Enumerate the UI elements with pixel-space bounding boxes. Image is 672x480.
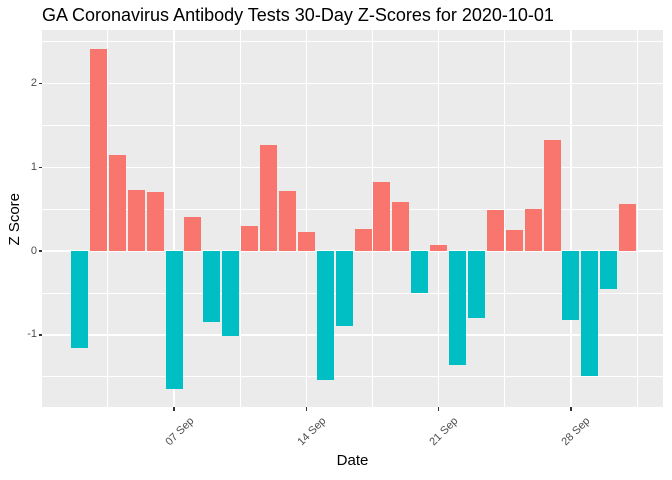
minor-gridline-v bbox=[371, 30, 373, 407]
bar-2020-09-03 bbox=[89, 49, 107, 252]
bar-2020-09-28 bbox=[562, 251, 580, 320]
y-tick-label: 2 bbox=[30, 77, 37, 90]
x-tick-label-21-sep: 21 Sep bbox=[427, 415, 461, 449]
bar-2020-09-30 bbox=[600, 251, 618, 289]
bar-2020-09-15 bbox=[316, 251, 334, 381]
y-tick-mark bbox=[38, 334, 42, 336]
x-tick-mark bbox=[570, 407, 572, 411]
minor-gridline-v bbox=[239, 30, 241, 407]
major-gridline-h bbox=[42, 166, 663, 169]
major-gridline-v bbox=[437, 30, 440, 407]
x-tick-label-28-sep: 28 Sep bbox=[559, 415, 593, 449]
minor-gridline-v bbox=[504, 30, 506, 407]
major-gridline-v bbox=[305, 30, 308, 407]
x-tick-mark bbox=[173, 407, 175, 411]
bar-2020-09-02 bbox=[71, 251, 88, 348]
major-gridline-h bbox=[42, 334, 663, 336]
major-gridline-v bbox=[570, 30, 572, 407]
bar-2020-09-27 bbox=[543, 139, 561, 252]
x-axis-label: Date bbox=[336, 452, 369, 469]
bar-2020-09-12 bbox=[260, 144, 277, 252]
minor-gridline-v bbox=[636, 30, 638, 407]
bar-2020-09-25 bbox=[505, 230, 523, 252]
bar-2020-09-20 bbox=[411, 251, 429, 294]
bar-2020-09-10 bbox=[222, 251, 240, 336]
major-gridline-v bbox=[173, 30, 175, 407]
y-tick-mark bbox=[38, 250, 42, 252]
bar-2020-10-01 bbox=[619, 204, 637, 252]
y-tick-label: 0 bbox=[30, 244, 37, 257]
bar-2020-09-09 bbox=[203, 251, 221, 323]
bar-2020-09-17 bbox=[354, 229, 372, 252]
minor-gridline-h bbox=[42, 41, 663, 43]
bar-2020-09-22 bbox=[449, 251, 466, 366]
minor-gridline-v bbox=[107, 30, 109, 407]
bar-2020-09-29 bbox=[581, 251, 599, 376]
bar-2020-09-21 bbox=[430, 245, 448, 252]
bar-2020-09-26 bbox=[524, 209, 542, 252]
y-axis-label: Z Score bbox=[6, 193, 23, 246]
y-tick-label: 1 bbox=[30, 160, 37, 173]
bar-2020-09-05 bbox=[127, 190, 145, 252]
chart-title: GA Coronavirus Antibody Tests 30-Day Z-S… bbox=[42, 5, 554, 25]
bar-2020-09-16 bbox=[335, 251, 353, 326]
x-tick-mark bbox=[437, 407, 440, 411]
bar-2020-09-18 bbox=[373, 181, 391, 252]
bar-2020-09-19 bbox=[392, 201, 410, 252]
y-tick-label: -1 bbox=[27, 328, 37, 341]
bar-2020-09-14 bbox=[297, 231, 315, 252]
bar-2020-09-24 bbox=[486, 210, 504, 252]
major-gridline-h bbox=[42, 82, 663, 85]
minor-gridline-h bbox=[42, 125, 663, 126]
bar-2020-09-04 bbox=[108, 154, 126, 252]
bar-2020-09-11 bbox=[241, 226, 259, 252]
x-tick-label-14-sep: 14 Sep bbox=[295, 415, 329, 449]
bar-2020-09-13 bbox=[278, 190, 296, 252]
plot-panel bbox=[42, 30, 663, 407]
y-tick-mark bbox=[38, 166, 42, 169]
minor-gridline-h bbox=[42, 208, 663, 210]
bar-2020-09-08 bbox=[184, 216, 202, 252]
minor-gridline-h bbox=[42, 376, 663, 378]
x-tick-label-07-sep: 07 Sep bbox=[162, 415, 196, 449]
bar-2020-09-07 bbox=[165, 251, 183, 390]
y-tick-mark bbox=[38, 82, 42, 85]
major-gridline-h bbox=[42, 250, 663, 252]
x-tick-mark bbox=[305, 407, 308, 411]
bar-2020-09-23 bbox=[467, 251, 485, 319]
bar-2020-09-06 bbox=[146, 191, 164, 252]
